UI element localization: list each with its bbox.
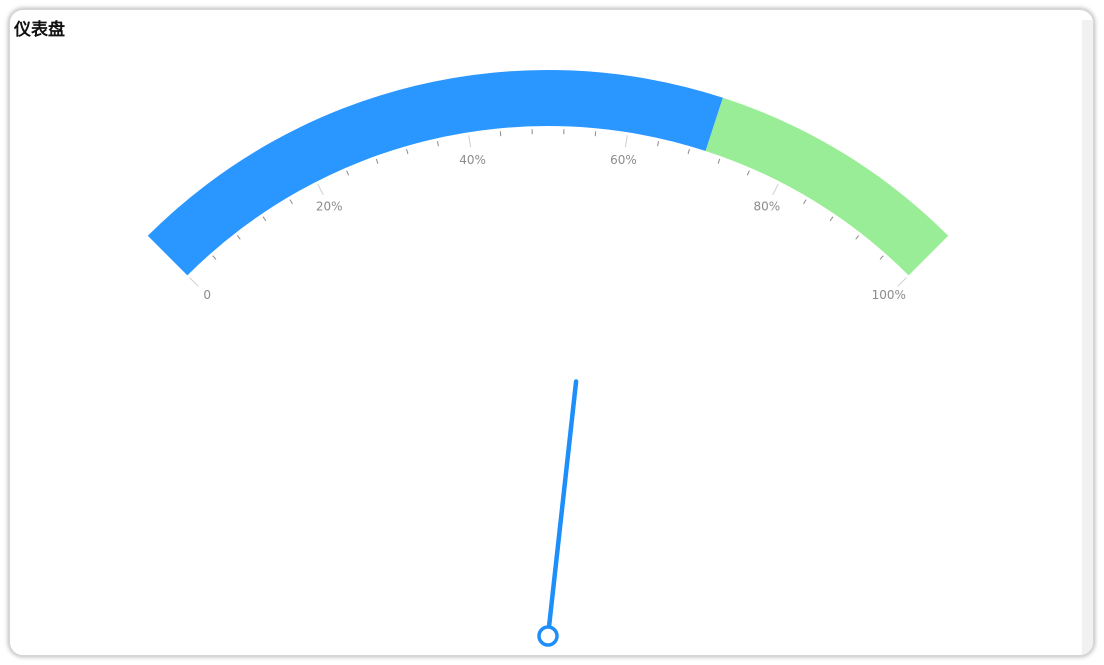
gauge-tick-label: 0 (203, 288, 211, 302)
gauge-tick-label: 40% (459, 153, 486, 167)
gauge-minor-tick (236, 235, 241, 240)
gauge-needle-line (546, 379, 579, 629)
gauge-tick-labels: 0 20% 40% 60% 80% 100% (203, 153, 906, 302)
gauge-major-tick (189, 277, 199, 287)
gauge-major-tick (897, 277, 907, 287)
gauge-minor-tick (346, 170, 350, 176)
gauge-minor-tick (746, 170, 750, 176)
gauge-major-tick (624, 135, 628, 148)
gauge-band-2 (705, 97, 949, 276)
gauge-minor-tick (879, 255, 884, 260)
gauge-tick-label: 60% (610, 153, 637, 167)
gauge-minor-tick (687, 148, 690, 155)
gauge-needle-hub (537, 625, 559, 647)
gauge-tick-label: 80% (753, 200, 780, 214)
gauge-minor-tick (829, 216, 834, 222)
gauge-band-1 (147, 69, 723, 276)
gauge-minor-tick (289, 199, 293, 205)
gauge-major-tick (468, 135, 472, 148)
gauge-minor-tick (657, 141, 660, 147)
gauge-minor-tick (406, 148, 409, 155)
gauge-tick-label: 20% (316, 200, 343, 214)
gauge-major-tick (317, 184, 324, 196)
scrollbar[interactable] (1082, 20, 1093, 655)
gauge-minor-tick (262, 216, 267, 222)
gauge-needle (537, 379, 579, 647)
gauge-minor-tick (436, 141, 439, 147)
gauge-minor-tick (375, 158, 379, 164)
gauge-ticks (189, 129, 907, 287)
gauge-minor-tick (803, 199, 807, 205)
gauge-minor-tick (855, 235, 860, 240)
gauge-major-tick (772, 184, 779, 196)
gauge-minor-tick (717, 158, 721, 164)
gauge-bands (147, 69, 949, 276)
gauge-minor-tick (212, 255, 217, 260)
gauge-tick-label: 100% (872, 288, 906, 302)
panel-title: 仪表盘 (14, 20, 65, 40)
